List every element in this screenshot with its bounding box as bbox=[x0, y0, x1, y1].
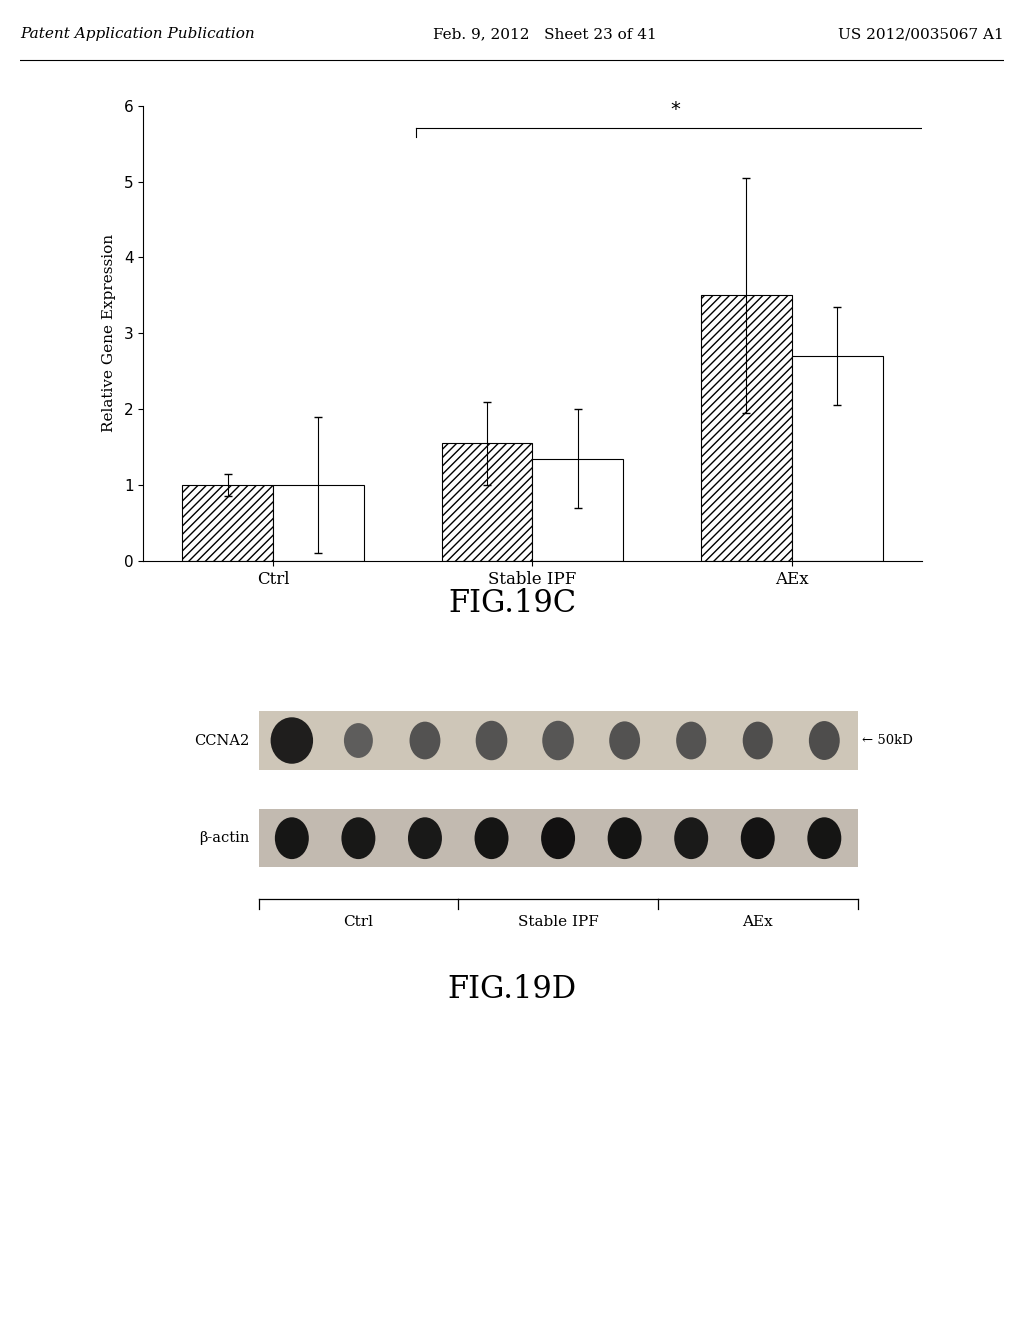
Text: Patent Application Publication: Patent Application Publication bbox=[20, 28, 255, 41]
Bar bbox=[182, 486, 273, 561]
Ellipse shape bbox=[410, 722, 440, 759]
Text: AEx: AEx bbox=[742, 915, 773, 929]
Ellipse shape bbox=[609, 721, 640, 760]
Text: β-actin: β-actin bbox=[199, 832, 250, 845]
Text: FIG.19C: FIG.19C bbox=[447, 589, 577, 619]
Ellipse shape bbox=[270, 717, 313, 764]
Ellipse shape bbox=[274, 817, 309, 859]
Bar bbox=[532, 458, 624, 561]
Ellipse shape bbox=[674, 817, 709, 859]
Bar bbox=[258, 711, 858, 770]
Y-axis label: Relative Gene Expression: Relative Gene Expression bbox=[101, 234, 116, 433]
Ellipse shape bbox=[474, 817, 509, 859]
Ellipse shape bbox=[408, 817, 442, 859]
Text: *: * bbox=[671, 100, 680, 119]
Bar bbox=[258, 809, 858, 867]
Bar bbox=[441, 444, 532, 561]
Ellipse shape bbox=[476, 721, 507, 760]
Text: Feb. 9, 2012   Sheet 23 of 41: Feb. 9, 2012 Sheet 23 of 41 bbox=[433, 28, 657, 41]
Ellipse shape bbox=[341, 817, 376, 859]
Ellipse shape bbox=[543, 721, 573, 760]
Ellipse shape bbox=[541, 817, 575, 859]
Text: CCNA2: CCNA2 bbox=[195, 734, 250, 747]
Text: Stable IPF: Stable IPF bbox=[518, 915, 598, 929]
Ellipse shape bbox=[344, 723, 373, 758]
Bar bbox=[273, 486, 364, 561]
Ellipse shape bbox=[676, 722, 707, 759]
Ellipse shape bbox=[807, 817, 842, 859]
Ellipse shape bbox=[809, 721, 840, 760]
Bar bbox=[792, 356, 883, 561]
Ellipse shape bbox=[607, 817, 642, 859]
Text: ← 50kD: ← 50kD bbox=[862, 734, 913, 747]
Ellipse shape bbox=[742, 722, 773, 759]
Text: US 2012/0035067 A1: US 2012/0035067 A1 bbox=[838, 28, 1004, 41]
Bar bbox=[701, 296, 792, 561]
Ellipse shape bbox=[740, 817, 775, 859]
Text: FIG.19D: FIG.19D bbox=[447, 974, 577, 1006]
Text: Ctrl: Ctrl bbox=[343, 915, 374, 929]
